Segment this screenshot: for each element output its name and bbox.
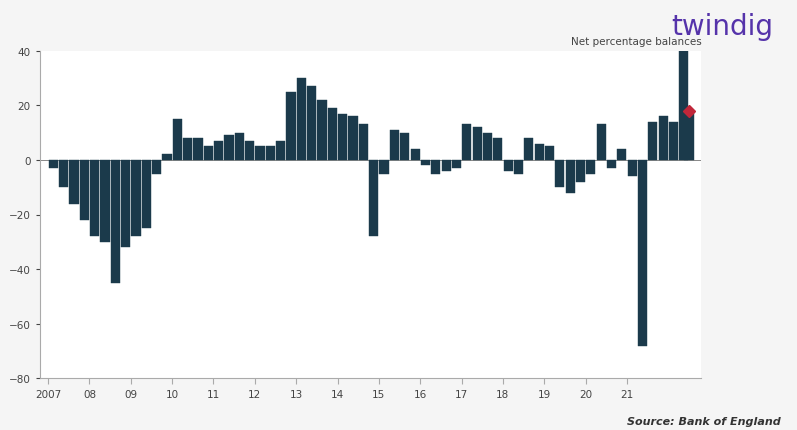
Bar <box>338 114 347 160</box>
Bar <box>296 79 306 160</box>
Bar <box>265 147 275 160</box>
Bar <box>462 125 471 160</box>
Bar <box>163 155 171 160</box>
Bar <box>431 160 440 174</box>
Bar <box>421 160 430 166</box>
Bar <box>183 139 192 160</box>
Bar <box>679 52 689 160</box>
Bar <box>317 101 327 160</box>
Bar <box>390 131 399 160</box>
Bar <box>669 123 678 160</box>
Bar <box>566 160 575 193</box>
Bar <box>142 160 151 229</box>
Bar <box>80 160 88 221</box>
Bar <box>545 147 554 160</box>
Bar <box>194 139 202 160</box>
Bar <box>638 160 647 346</box>
Bar <box>658 117 668 160</box>
Text: twindig: twindig <box>671 13 773 41</box>
Bar <box>587 160 595 174</box>
Bar <box>359 125 368 160</box>
Bar <box>410 150 419 160</box>
Bar <box>328 109 337 160</box>
Bar <box>121 160 130 248</box>
Bar <box>596 125 606 160</box>
Bar <box>59 160 69 188</box>
Text: Source: Bank of England: Source: Bank of England <box>627 416 781 426</box>
Text: Net percentage balances: Net percentage balances <box>571 37 701 47</box>
Bar <box>245 141 254 160</box>
Bar <box>235 133 244 160</box>
Bar <box>111 160 120 283</box>
Bar <box>214 141 223 160</box>
Bar <box>576 160 585 182</box>
Bar <box>504 160 512 172</box>
Bar <box>379 160 389 174</box>
Bar <box>204 147 213 160</box>
Bar <box>493 139 502 160</box>
Bar <box>307 87 316 160</box>
Bar <box>452 160 461 169</box>
Bar <box>627 160 637 177</box>
Bar <box>69 160 79 204</box>
Bar <box>152 160 161 174</box>
Bar <box>607 160 616 169</box>
Bar <box>256 147 265 160</box>
Bar <box>483 133 492 160</box>
Bar <box>556 160 564 188</box>
Bar <box>514 160 523 174</box>
Bar <box>524 139 533 160</box>
Bar <box>648 123 658 160</box>
Bar <box>348 117 358 160</box>
Bar <box>442 160 450 172</box>
Bar <box>276 141 285 160</box>
Bar <box>535 144 544 160</box>
Bar <box>49 160 58 169</box>
Bar <box>132 160 140 237</box>
Bar <box>100 160 109 242</box>
Bar <box>617 150 626 160</box>
Bar <box>473 128 481 160</box>
Bar <box>286 92 296 160</box>
Bar <box>369 160 379 237</box>
Bar <box>173 120 182 160</box>
Bar <box>225 136 234 160</box>
Bar <box>400 133 410 160</box>
Bar <box>685 111 693 160</box>
Bar <box>90 160 99 237</box>
